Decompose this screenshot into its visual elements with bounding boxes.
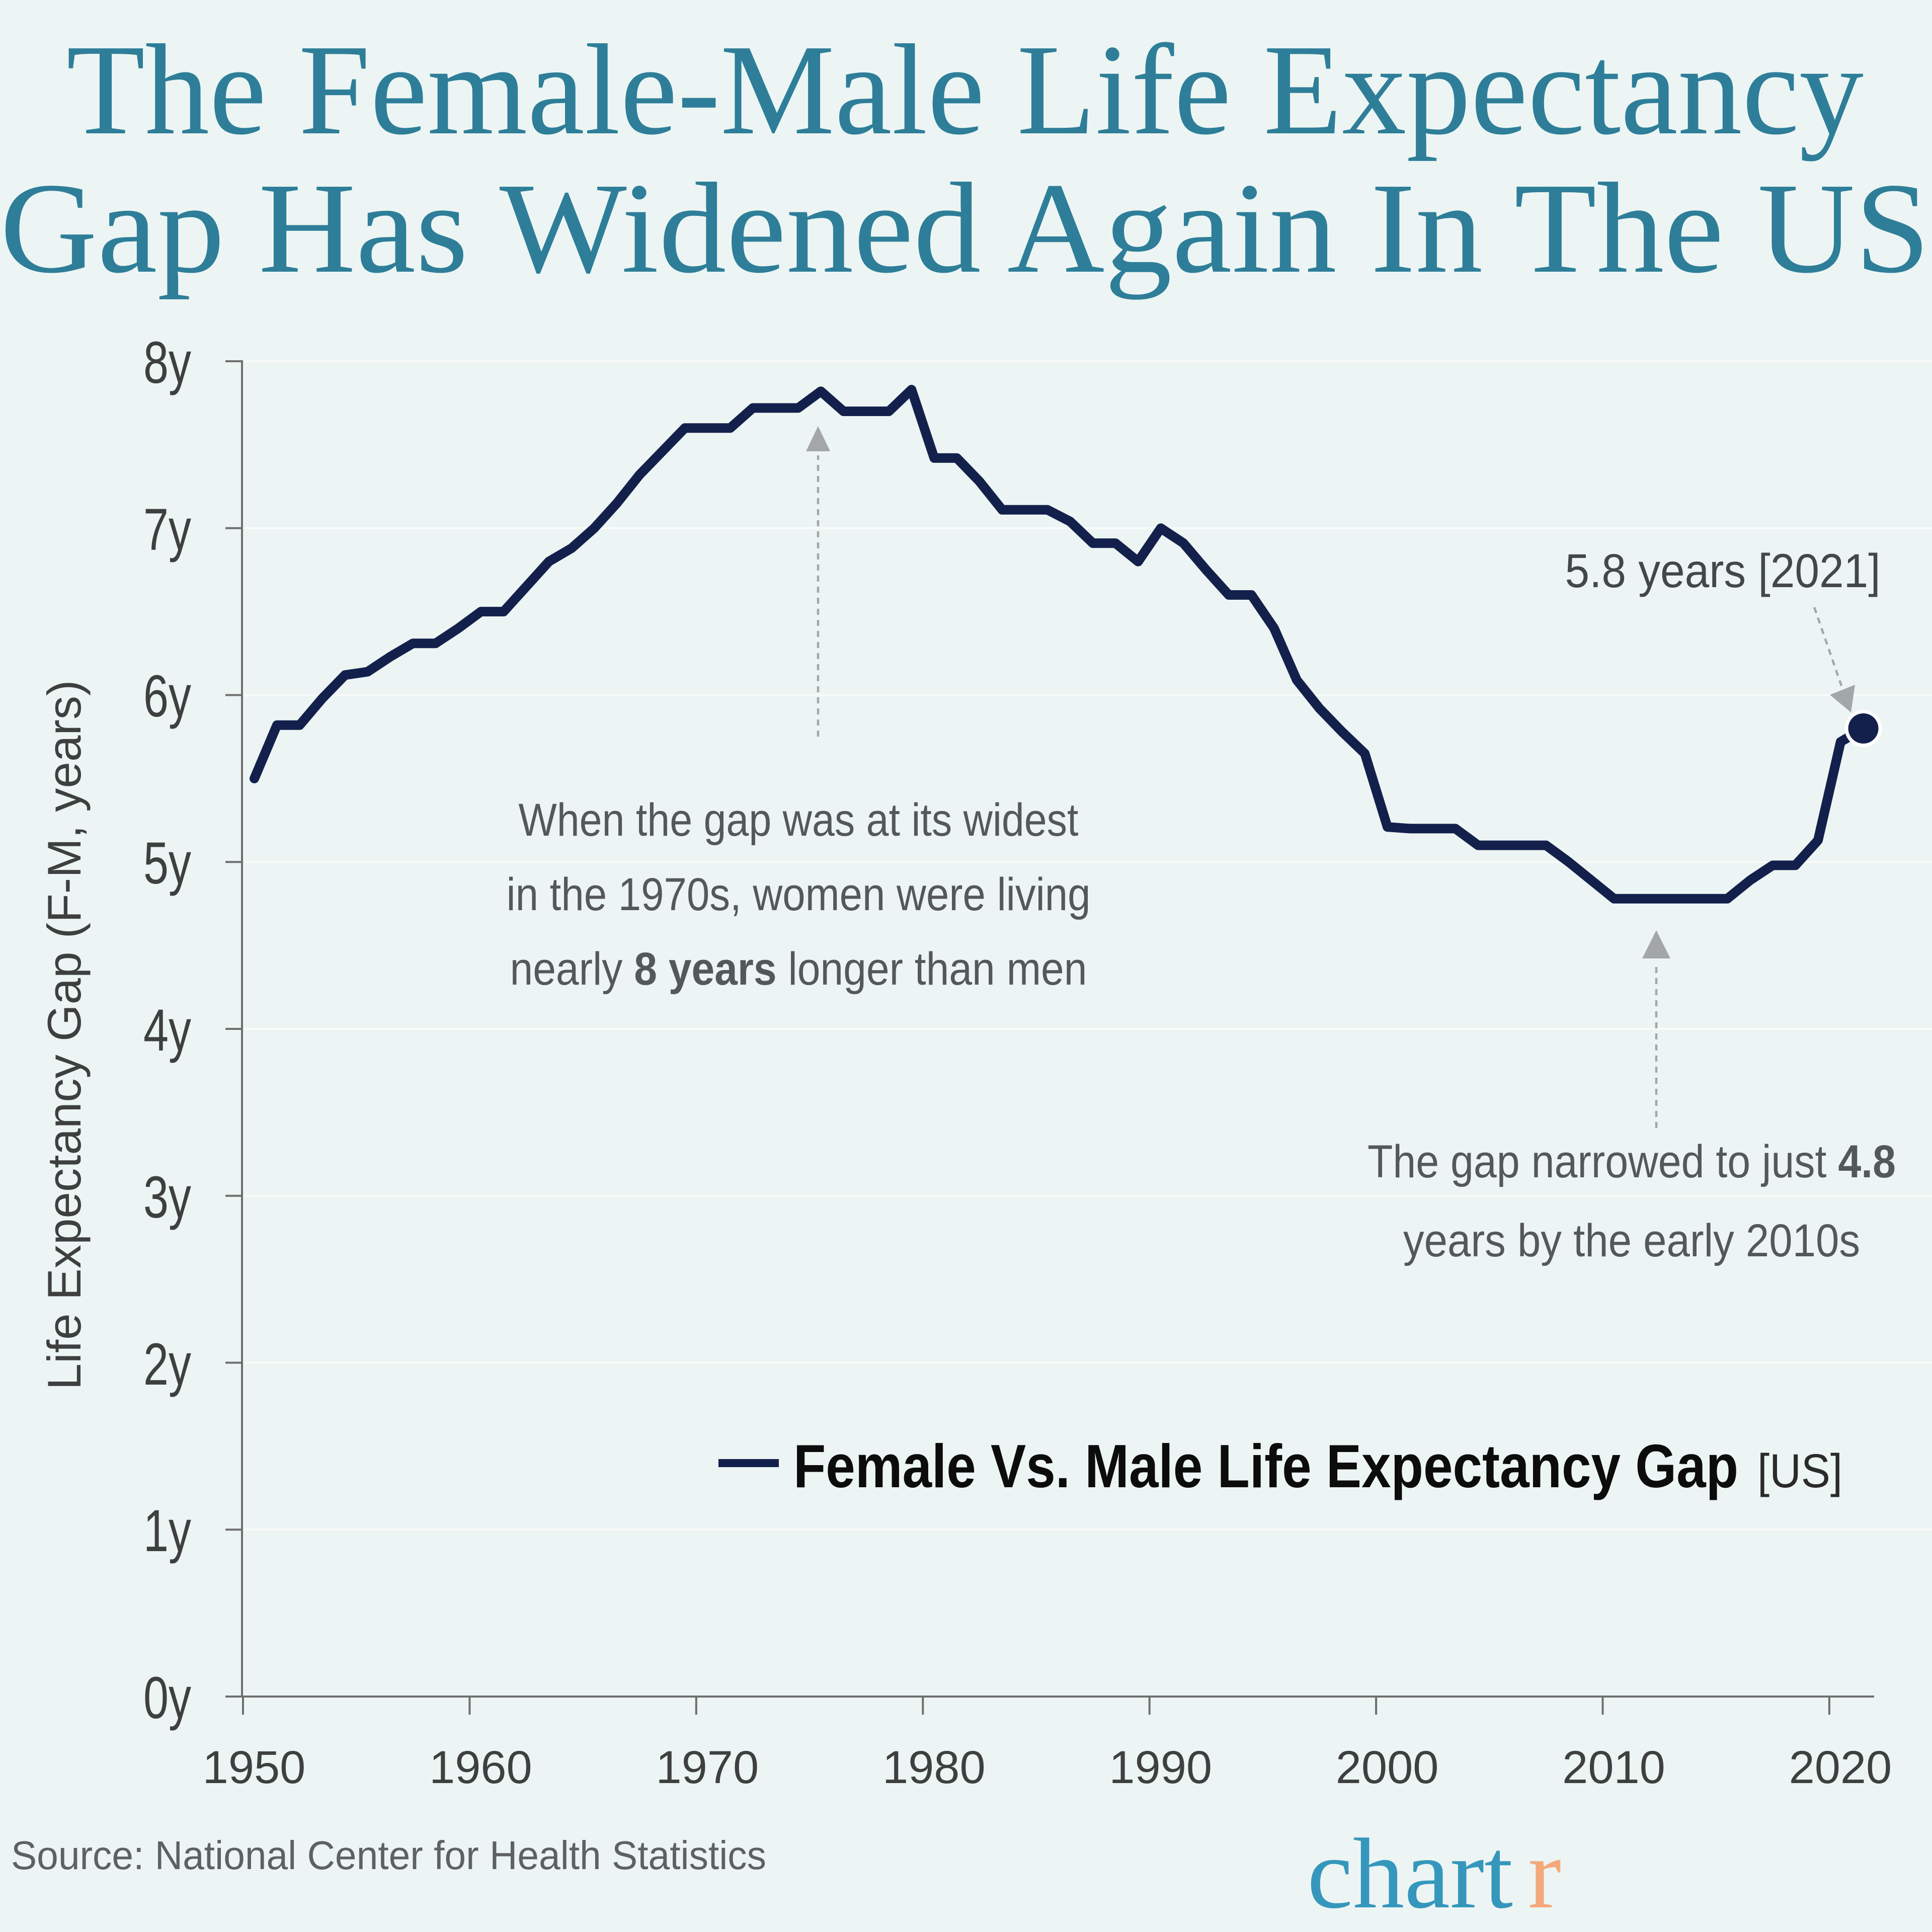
svg-text:0y: 0y [143, 1665, 191, 1731]
svg-text:2y: 2y [143, 1331, 191, 1398]
svg-text:r: r [1528, 1818, 1561, 1929]
svg-text:[US]: [US] [1757, 1444, 1842, 1498]
svg-text:nearly 8 years longer than men: nearly 8 years longer than men [510, 943, 1087, 995]
svg-text:7y: 7y [143, 497, 191, 563]
svg-text:1950: 1950 [203, 1742, 306, 1793]
svg-text:When the gap was at its widest: When the gap was at its widest [519, 794, 1079, 846]
svg-text:chart: chart [1307, 1818, 1513, 1929]
svg-text:1y: 1y [143, 1498, 191, 1564]
svg-text:Source: National Center for He: Source: National Center for Health Stati… [11, 1833, 766, 1878]
svg-text:Gap Has Widened Again In The U: Gap Has Widened Again In The US [0, 156, 1930, 300]
svg-text:5y: 5y [143, 830, 191, 897]
svg-text:1970: 1970 [656, 1742, 759, 1793]
svg-text:in the 1970s, women were livin: in the 1970s, women were living [507, 869, 1091, 920]
svg-text:Female Vs. Male Life Expectanc: Female Vs. Male Life Expectancy Gap [793, 1432, 1738, 1500]
svg-text:Life Expectancy Gap (F-M, year: Life Expectancy Gap (F-M, years) [38, 680, 91, 1390]
svg-text:1960: 1960 [429, 1742, 532, 1793]
svg-text:2010: 2010 [1562, 1742, 1665, 1793]
svg-text:8y: 8y [143, 330, 191, 396]
svg-text:4y: 4y [143, 997, 191, 1064]
svg-text:The gap narrowed to just 4.8: The gap narrowed to just 4.8 [1367, 1136, 1896, 1187]
svg-text:1990: 1990 [1109, 1742, 1212, 1793]
svg-text:3y: 3y [143, 1164, 191, 1231]
svg-text:6y: 6y [143, 663, 191, 730]
svg-text:The Female-Male Life Expectanc: The Female-Male Life Expectancy [66, 18, 1864, 162]
svg-text:2000: 2000 [1336, 1742, 1439, 1793]
svg-text:5.8 years [2021]: 5.8 years [2021] [1565, 544, 1881, 598]
svg-text:years by the early 2010s: years by the early 2010s [1403, 1215, 1860, 1266]
svg-text:2020: 2020 [1789, 1742, 1892, 1793]
svg-text:1980: 1980 [882, 1742, 986, 1793]
